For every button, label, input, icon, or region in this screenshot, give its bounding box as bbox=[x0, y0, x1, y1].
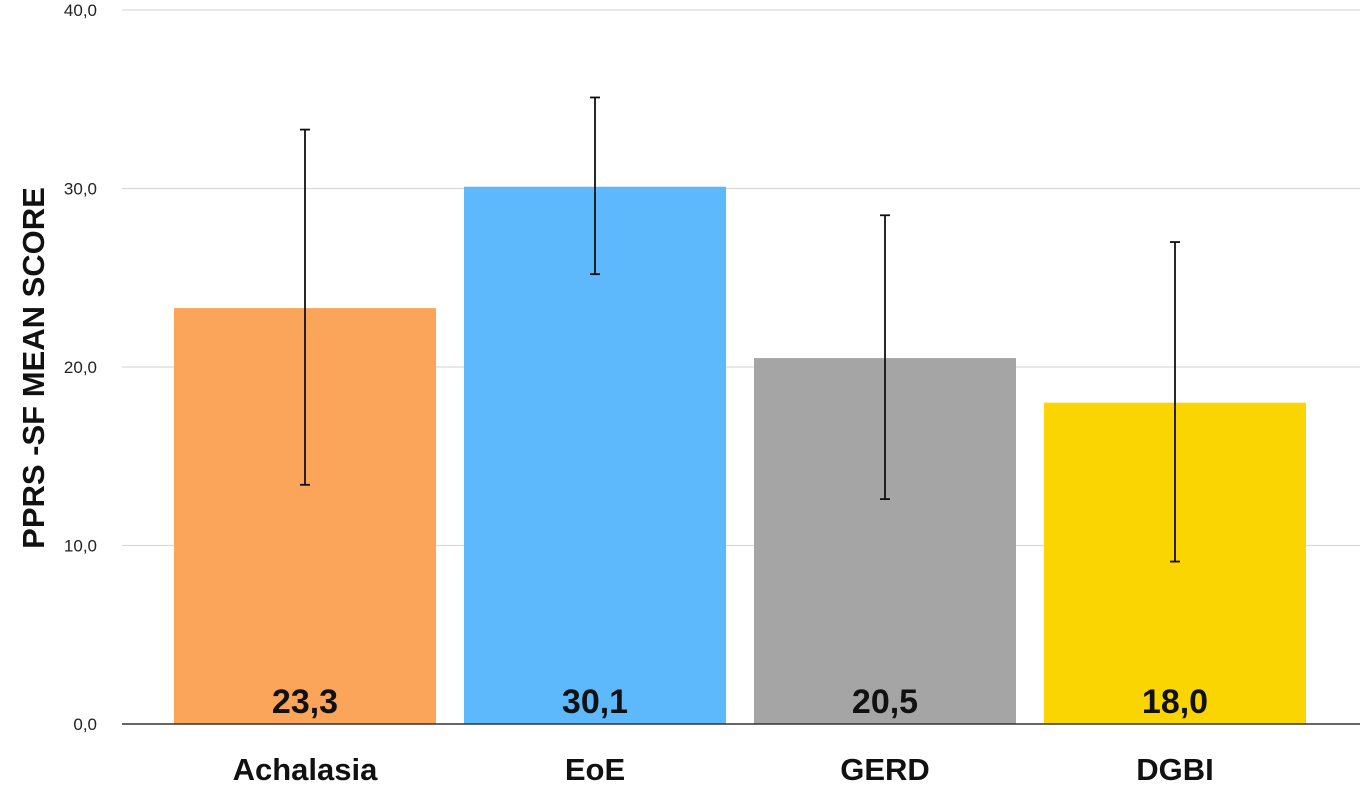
value-label-achalasia: 23,3 bbox=[272, 683, 338, 721]
category-label-gerd: GERD bbox=[840, 752, 930, 783]
error-bar-gerd bbox=[880, 214, 890, 500]
bars bbox=[174, 186, 1306, 725]
bar-eoe bbox=[464, 186, 726, 725]
error-bar-dgbi bbox=[1170, 241, 1180, 563]
value-labels: 23,3 30,1 20,5 18,0 bbox=[272, 683, 1208, 721]
value-label-gerd: 20,5 bbox=[852, 683, 918, 721]
y-tick-labels: 0,0 10,0 20,0 30,0 40,0 bbox=[64, 1, 97, 734]
category-label-dgbi: DGBI bbox=[1136, 752, 1214, 783]
y-tick-label: 20,0 bbox=[64, 358, 97, 377]
error-bar-achalasia bbox=[300, 128, 310, 486]
category-labels: Achalasia EoE GERD DGBI bbox=[233, 752, 1214, 787]
error-bar-eoe bbox=[590, 96, 600, 276]
y-tick-label: 30,0 bbox=[64, 180, 97, 199]
value-label-dgbi: 18,0 bbox=[1142, 683, 1208, 721]
category-label-achalasia: Achalasia bbox=[233, 752, 379, 783]
y-tick-label: 0,0 bbox=[73, 715, 97, 734]
error-bars bbox=[300, 96, 1180, 563]
value-label-eoe: 30,1 bbox=[562, 683, 628, 721]
category-label-eoe: EoE bbox=[565, 752, 625, 783]
y-axis-title: PPRS -SF MEAN SCORE bbox=[16, 187, 51, 549]
y-tick-label: 10,0 bbox=[64, 537, 97, 556]
y-tick-label: 40,0 bbox=[64, 1, 97, 20]
